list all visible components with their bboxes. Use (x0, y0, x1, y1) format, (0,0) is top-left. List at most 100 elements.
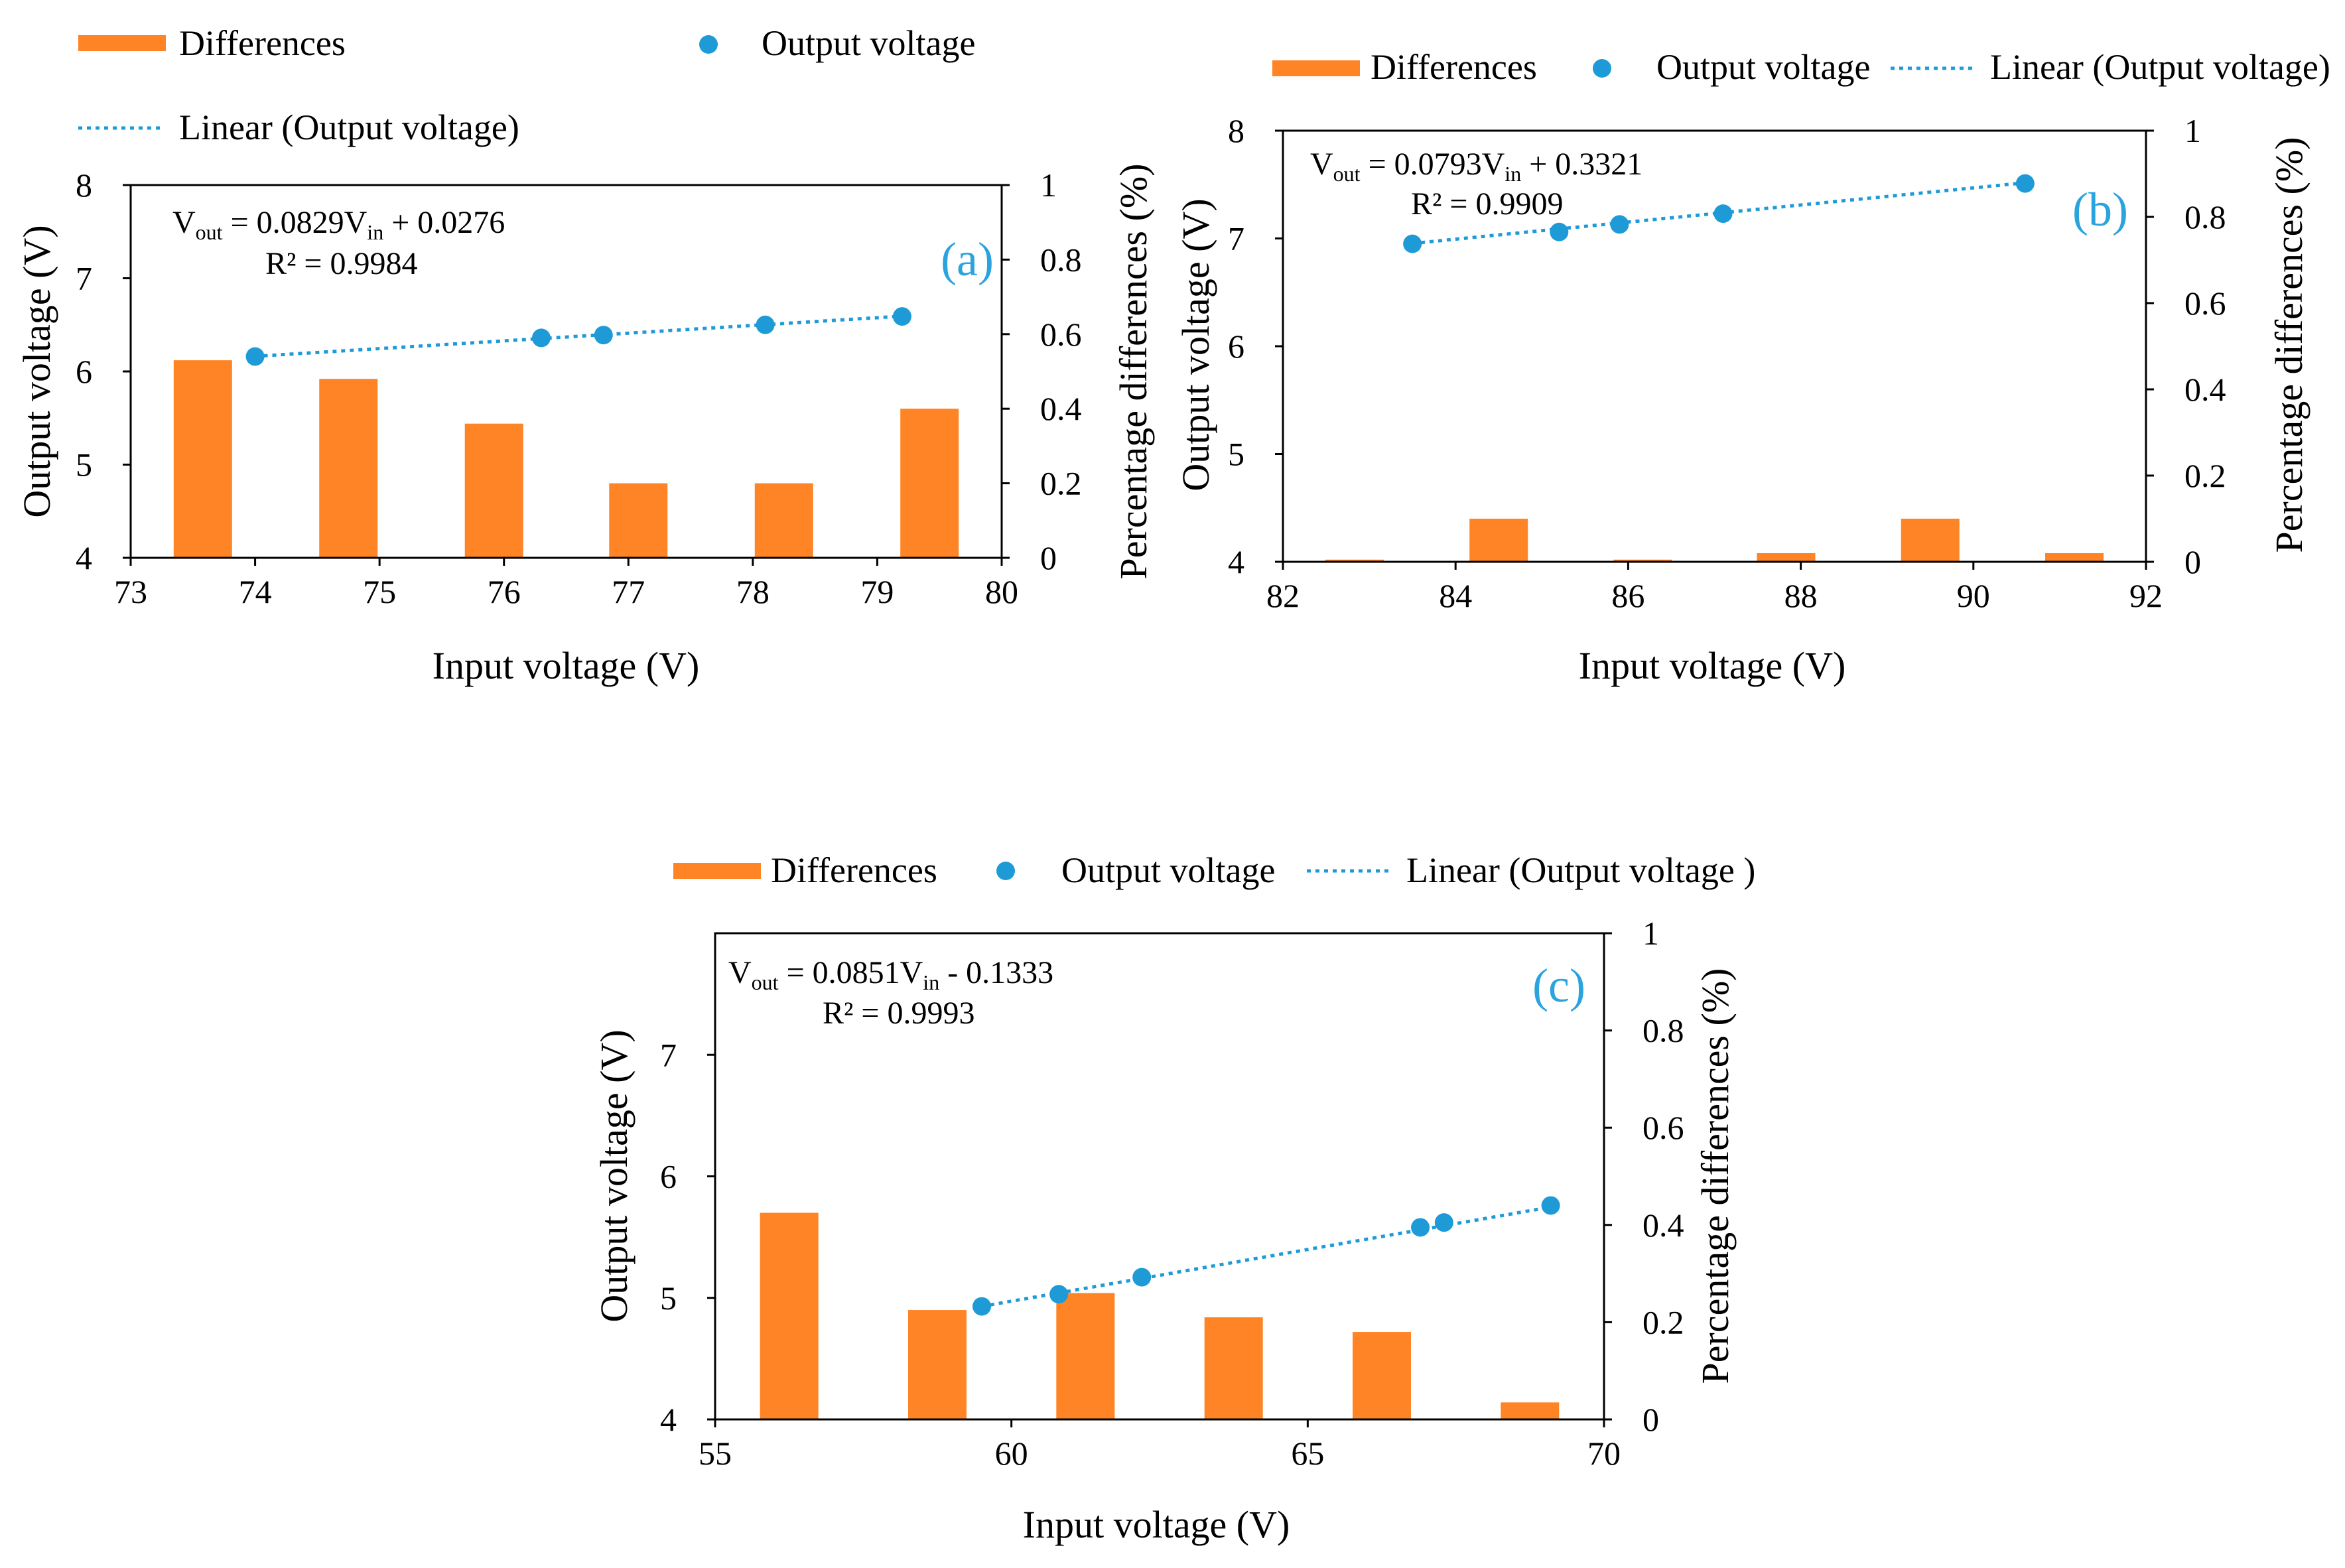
x-tick-label: 84 (1439, 577, 1472, 614)
regression-equation: Vout = 0.0793Vin + 0.3321 (1310, 147, 1642, 186)
y2-tick-label: 1 (2184, 112, 2201, 149)
x-axis-title: Input voltage (V) (433, 644, 700, 687)
y-axis-title: Output voltage (V) (1174, 198, 1217, 491)
legend-label-bars: Differences (1371, 47, 1537, 87)
x-tick-label: 80 (985, 573, 1018, 610)
y2-axis-title: Percentage differences (%) (1112, 164, 1155, 580)
regression-equation: Vout = 0.0851Vin - 0.1333 (728, 955, 1053, 994)
y2-axis-title: Percentage differences (%) (1694, 968, 1737, 1384)
difference-bar (319, 379, 378, 558)
y-tick-label: 7 (1228, 220, 1244, 257)
r-squared: R² = 0.9909 (1411, 186, 1563, 222)
y2-tick-label: 1 (1642, 915, 1659, 952)
trend-line (981, 1205, 1552, 1309)
output-voltage-point (2015, 174, 2035, 193)
x-tick-label: 70 (1587, 1435, 1621, 1472)
x-tick-label: 92 (2129, 577, 2163, 614)
equation-intercept: + 0.0276 (383, 205, 505, 240)
y-axis-title: Output voltage (V) (592, 1029, 636, 1322)
y-tick-label: 4 (660, 1401, 677, 1438)
y2-tick-label: 0.4 (2184, 371, 2226, 408)
y2-tick-label: 0.2 (1040, 465, 1082, 502)
output-voltage-point (756, 315, 775, 334)
y-tick-label: 7 (660, 1036, 677, 1073)
y2-tick-label: 0.4 (1642, 1207, 1684, 1244)
difference-bar (464, 423, 523, 558)
output-voltage-point (1434, 1213, 1453, 1232)
y-tick-label: 8 (1228, 112, 1244, 149)
legend-bar-swatch (673, 863, 761, 879)
y2-tick-label: 0.8 (1040, 241, 1082, 278)
x-tick-label: 73 (114, 573, 147, 610)
legend-point-swatch (1593, 59, 1611, 78)
difference-bar (1757, 553, 1816, 562)
equation-slope: = 0.0793V (1361, 147, 1505, 182)
output-voltage-point (1610, 215, 1629, 234)
equation-slope: = 0.0851V (779, 955, 923, 990)
x-tick-label: 78 (736, 573, 770, 610)
equation-in-subscript: in (1505, 162, 1521, 186)
difference-bar (1901, 519, 1960, 562)
legend-label-points: Output voltage (1061, 850, 1275, 890)
difference-bar (2045, 553, 2104, 562)
legend-label-points: Output voltage (762, 23, 975, 63)
equation-lhs-subscript: out (752, 970, 779, 994)
y2-tick-label: 0 (2184, 543, 2201, 580)
y-tick-label: 5 (660, 1279, 677, 1317)
legend-label-trend: Linear (Output voltage ) (1406, 850, 1755, 890)
x-tick-label: 86 (1611, 577, 1644, 614)
y-tick-label: 5 (76, 446, 92, 484)
output-voltage-point (245, 347, 265, 366)
difference-bar (1353, 1332, 1411, 1419)
y2-tick-label: 0.8 (1642, 1012, 1684, 1049)
output-voltage-point (1403, 234, 1422, 253)
legend-bar-swatch (1272, 60, 1360, 76)
difference-bar (908, 1310, 967, 1419)
equation-lhs: V (728, 955, 752, 990)
y2-tick-label: 0 (1642, 1401, 1659, 1438)
y-tick-label: 8 (76, 166, 92, 204)
y2-tick-label: 1 (1040, 166, 1057, 204)
difference-bar (173, 360, 232, 558)
y2-tick-label: 0.6 (1040, 316, 1082, 353)
x-tick-label: 76 (488, 573, 521, 610)
equation-in-subscript: in (367, 220, 383, 244)
y2-tick-label: 0.2 (2184, 457, 2226, 494)
output-voltage-point (972, 1297, 991, 1316)
plot-frame (129, 184, 1003, 559)
legend-label-trend: Linear (Output voltage) (1990, 47, 2330, 87)
y2-tick-label: 0.2 (1642, 1303, 1684, 1340)
difference-bar (1501, 1402, 1560, 1419)
x-tick-label: 74 (239, 573, 272, 610)
equation-in-subscript: in (923, 970, 939, 994)
x-tick-label: 60 (995, 1435, 1028, 1472)
y2-tick-label: 0.8 (2184, 198, 2226, 235)
x-tick-label: 88 (1784, 577, 1818, 614)
output-voltage-point (892, 307, 911, 326)
x-tick-label: 82 (1266, 577, 1300, 614)
difference-bar (1469, 519, 1528, 562)
legend-label-bars: Differences (179, 23, 346, 63)
y2-tick-label: 0.4 (1040, 390, 1082, 427)
output-voltage-point (1713, 204, 1733, 224)
chart-panel-b: 82 84 86 88 90 92 4 5 6 7 8 0 0.2 0.4 0.6 0.8 1 Input vol… (1174, 47, 2330, 687)
y-tick-label: 4 (1228, 543, 1244, 580)
equation-intercept: + 0.3321 (1521, 147, 1642, 182)
legend-bar-swatch (78, 35, 166, 51)
equation-lhs-subscript: out (196, 220, 223, 244)
difference-bar (1325, 559, 1384, 562)
x-tick-label: 79 (860, 573, 894, 610)
output-voltage-point (594, 326, 613, 345)
y-axis-title: Output voltage (V) (15, 225, 58, 517)
equation-lhs-subscript: out (1333, 162, 1361, 186)
difference-bar (1613, 559, 1672, 562)
y-tick-label: 6 (76, 353, 92, 390)
chart-panel-a: 73 74 75 76 77 78 79 804567800.20.40.60.81Input… (15, 23, 1155, 687)
y-tick-label: 4 (76, 539, 92, 576)
equation-slope: = 0.0829V (223, 205, 368, 240)
y2-tick-label: 0.6 (1642, 1109, 1684, 1146)
r-squared: R² = 0.9984 (265, 246, 417, 281)
y2-tick-label: 0.6 (2184, 285, 2226, 322)
